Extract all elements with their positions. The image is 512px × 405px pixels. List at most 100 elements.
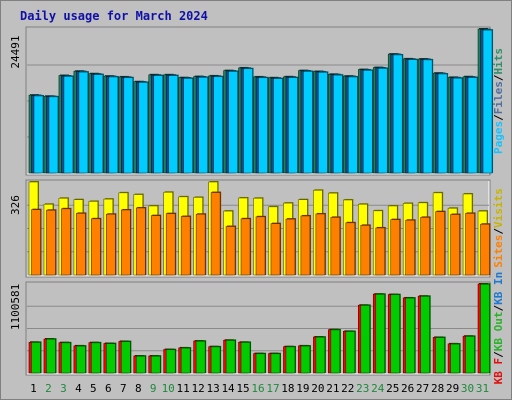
bar-bottom-kb-out-day-21 — [330, 329, 341, 374]
x-tick-label-day-14: 14 — [221, 382, 235, 395]
bar-top-pages-day-14 — [228, 71, 238, 174]
bar-middle-sites-day-7 — [121, 209, 131, 276]
x-tick-label-day-13: 13 — [206, 382, 219, 395]
legend-separator: / — [492, 114, 505, 121]
bar-bottom-kb-out-day-1 — [31, 342, 41, 374]
legend-item-files: Files — [492, 81, 505, 114]
x-tick-label-day-17: 17 — [266, 382, 279, 395]
x-tick-label-day-6: 6 — [105, 382, 112, 395]
x-tick-label-day-29: 29 — [446, 382, 459, 395]
x-tick-label-day-11: 11 — [177, 382, 190, 395]
bar-top-pages-day-27 — [422, 59, 433, 174]
x-tick-label-day-12: 12 — [192, 382, 205, 395]
x-tick-label-day-31: 31 — [476, 382, 489, 395]
bar-top-pages-day-31 — [482, 29, 493, 174]
bar-top-pages-day-17 — [273, 78, 283, 174]
bar-middle-sites-day-27 — [420, 217, 430, 276]
x-tick-label-day-5: 5 — [90, 382, 97, 395]
bar-middle-sites-day-20 — [315, 213, 326, 276]
bar-bottom-kb-out-day-8 — [135, 355, 146, 374]
x-tick-label-day-24: 24 — [371, 382, 385, 395]
bar-middle-sites-day-18 — [285, 218, 296, 276]
bar-middle-sites-day-24 — [375, 227, 386, 276]
bar-top-pages-day-10 — [168, 75, 179, 174]
bar-top-pages-day-5 — [93, 74, 104, 174]
x-tick-label-day-22: 22 — [341, 382, 354, 395]
x-tick-label-day-1: 1 — [30, 382, 37, 395]
bar-middle-sites-day-6 — [106, 213, 116, 276]
bar-middle-sites-day-8 — [135, 207, 146, 276]
y-max-label-bottom: 1100581 — [9, 284, 22, 330]
bar-top-pages-day-30 — [467, 77, 478, 174]
x-tick-label-day-20: 20 — [311, 382, 324, 395]
bar-middle-sites-day-31 — [480, 223, 490, 276]
bar-bottom-kb-out-day-29 — [450, 343, 460, 374]
bar-middle-sites-day-2 — [46, 209, 56, 276]
bar-top-pages-day-20 — [318, 72, 328, 174]
legend-top: Pages/Files/Hits — [492, 48, 505, 154]
bar-middle-sites-day-17 — [270, 223, 281, 276]
bar-top-pages-day-26 — [407, 59, 418, 174]
bar-middle-sites-day-22 — [345, 222, 356, 276]
bar-bottom-kb-out-day-13 — [210, 346, 221, 374]
bar-middle-sites-day-23 — [360, 225, 371, 276]
bar-top-pages-day-19 — [303, 71, 313, 174]
bar-middle-sites-day-3 — [61, 208, 71, 276]
bar-middle-sites-day-19 — [300, 215, 311, 276]
legend-separator: / — [492, 228, 505, 235]
bar-bottom-kb-out-day-10 — [165, 349, 176, 374]
x-tick-label-day-4: 4 — [75, 382, 82, 395]
bar-bottom-kb-out-day-12 — [195, 340, 206, 374]
bar-top-pages-day-9 — [153, 75, 164, 174]
bar-top-pages-day-6 — [108, 76, 119, 174]
bar-middle-sites-day-30 — [465, 213, 475, 276]
bar-middle-sites-day-16 — [255, 216, 266, 276]
bar-middle-sites-day-13 — [210, 192, 221, 276]
bar-top-pages-day-11 — [183, 78, 193, 174]
legend-item-kb-out: KB Out — [492, 311, 505, 351]
x-tick-label-day-10: 10 — [162, 382, 175, 395]
x-tick-label-day-23: 23 — [356, 382, 369, 395]
bar-bottom-kb-out-day-30 — [465, 336, 475, 374]
bar-bottom-kb-out-day-14 — [225, 340, 236, 374]
bar-middle-sites-day-14 — [225, 226, 236, 276]
bar-bottom-kb-out-day-6 — [106, 343, 116, 374]
x-tick-label-day-25: 25 — [386, 382, 399, 395]
bar-middle-sites-day-26 — [405, 219, 415, 276]
bar-bottom-kb-out-day-20 — [315, 336, 326, 374]
bar-bottom-kb-out-day-25 — [390, 294, 401, 374]
legend-item-sites: Sites — [492, 235, 505, 268]
bar-top-pages-day-8 — [138, 82, 149, 174]
bar-top-pages-day-22 — [348, 76, 358, 174]
legend-item-pages: Pages — [492, 121, 505, 154]
bar-top-pages-day-18 — [288, 77, 298, 174]
bar-bottom-kb-out-day-19 — [300, 345, 311, 374]
bar-bottom-kb-out-day-28 — [435, 337, 445, 374]
bar-bottom-kb-out-day-17 — [270, 353, 281, 374]
x-tick-label-day-2: 2 — [45, 382, 52, 395]
x-tick-label-day-3: 3 — [60, 382, 67, 395]
bar-bottom-kb-out-day-9 — [150, 355, 161, 374]
bar-bottom-kb-out-day-7 — [121, 341, 131, 374]
x-tick-label-day-18: 18 — [281, 382, 294, 395]
legend-bottom: KB F/KB Out/KB In — [492, 272, 505, 385]
bar-middle-sites-day-21 — [330, 217, 341, 276]
bar-top-pages-day-13 — [213, 76, 223, 174]
chart-title: Daily usage for March 2024 — [20, 9, 208, 23]
bar-middle-sites-day-12 — [195, 213, 206, 276]
bar-middle-sites-day-10 — [165, 213, 176, 276]
legend-item-kb-f: KB F — [492, 358, 505, 385]
bar-top-pages-day-24 — [377, 68, 388, 174]
bar-middle-sites-day-9 — [150, 215, 161, 276]
bar-bottom-kb-out-day-26 — [405, 297, 415, 374]
bar-top-pages-day-15 — [243, 68, 253, 174]
bar-top-pages-day-21 — [333, 74, 343, 174]
x-tick-label-day-27: 27 — [416, 382, 429, 395]
x-tick-label-day-26: 26 — [401, 382, 414, 395]
x-tick-label-day-19: 19 — [296, 382, 309, 395]
x-tick-label-day-21: 21 — [326, 382, 339, 395]
bar-middle-sites-day-29 — [450, 214, 460, 276]
bar-bottom-kb-out-day-24 — [375, 294, 386, 374]
bar-bottom-kb-out-day-4 — [76, 345, 86, 374]
bar-middle-sites-day-1 — [31, 209, 41, 276]
